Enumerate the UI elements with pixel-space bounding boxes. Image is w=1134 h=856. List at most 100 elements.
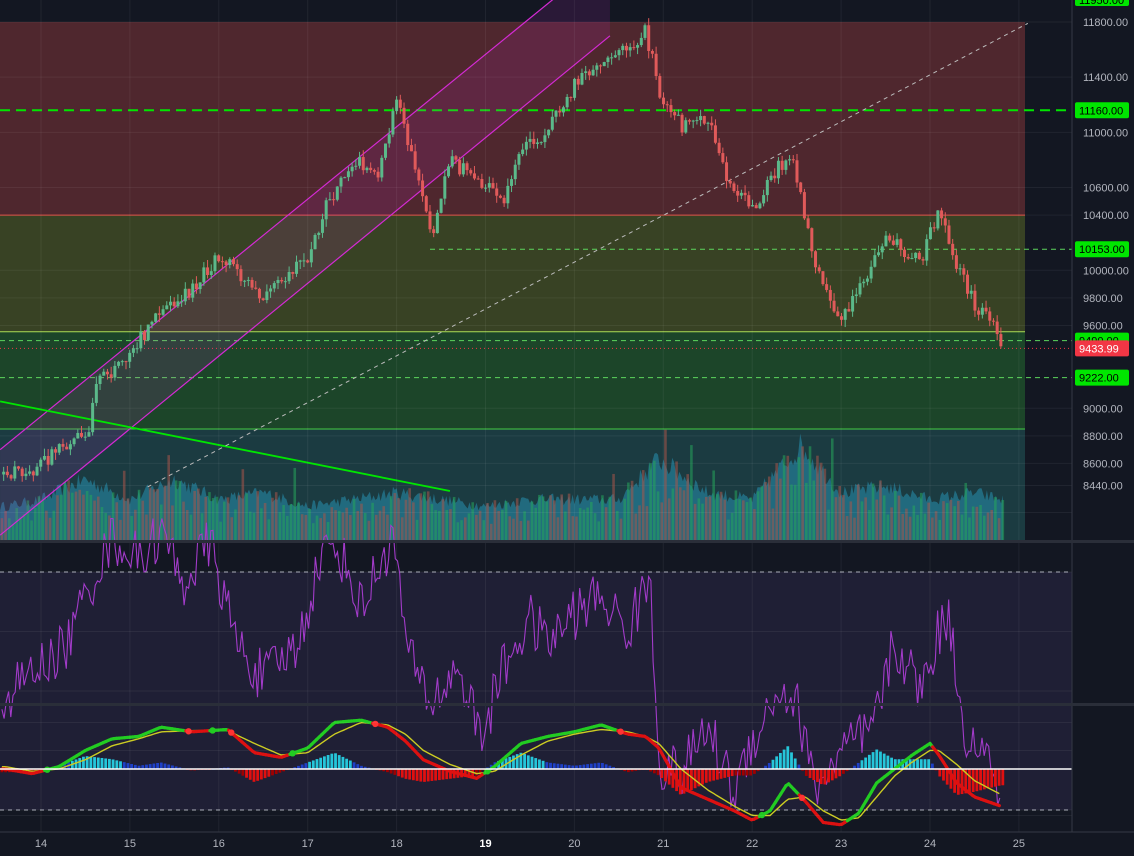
candle-body[interactable]: [340, 178, 343, 187]
candle-body[interactable]: [744, 193, 747, 195]
candle-body[interactable]: [17, 466, 20, 468]
candle-body[interactable]: [770, 176, 773, 180]
candle-body[interactable]: [440, 199, 443, 213]
candle-body[interactable]: [903, 250, 906, 257]
candle-body[interactable]: [996, 322, 999, 335]
candle-body[interactable]: [373, 170, 376, 172]
candle-body[interactable]: [599, 65, 602, 66]
candle-body[interactable]: [299, 260, 302, 261]
price-pane[interactable]: [0, 0, 1072, 540]
candle-body[interactable]: [310, 249, 313, 262]
candle-body[interactable]: [766, 180, 769, 195]
candle-body[interactable]: [584, 71, 587, 73]
candle-body[interactable]: [784, 160, 787, 169]
candle-body[interactable]: [243, 281, 246, 282]
candle-body[interactable]: [284, 281, 287, 282]
candle-body[interactable]: [981, 308, 984, 315]
candle-body[interactable]: [106, 372, 109, 375]
candle-body[interactable]: [547, 130, 550, 136]
candle-body[interactable]: [740, 193, 743, 196]
candle-body[interactable]: [977, 311, 980, 315]
candle-body[interactable]: [729, 181, 732, 184]
candle-body[interactable]: [640, 38, 643, 45]
candle-body[interactable]: [347, 171, 350, 177]
candle-body[interactable]: [569, 97, 572, 98]
candle-body[interactable]: [165, 305, 168, 309]
candle-body[interactable]: [973, 291, 976, 311]
candle-body[interactable]: [236, 264, 239, 269]
candle-body[interactable]: [358, 157, 361, 166]
candle-body[interactable]: [877, 252, 880, 255]
candle-body[interactable]: [458, 160, 461, 175]
candle-body[interactable]: [592, 70, 595, 76]
candle-body[interactable]: [540, 142, 543, 143]
candle-body[interactable]: [354, 166, 357, 167]
candle-body[interactable]: [618, 50, 621, 55]
candle-body[interactable]: [47, 456, 50, 465]
candle-body[interactable]: [488, 183, 491, 188]
candle-body[interactable]: [944, 218, 947, 225]
candle-body[interactable]: [836, 311, 839, 316]
candle-body[interactable]: [517, 154, 520, 165]
candle-body[interactable]: [777, 161, 780, 179]
candle-body[interactable]: [699, 116, 702, 120]
candle-body[interactable]: [684, 120, 687, 132]
macd-cross-dot[interactable]: [799, 795, 805, 801]
candle-body[interactable]: [881, 246, 884, 252]
candle-body[interactable]: [655, 54, 658, 76]
candle-body[interactable]: [999, 334, 1002, 346]
candle-body[interactable]: [810, 228, 813, 251]
candle-body[interactable]: [302, 260, 305, 261]
candle-body[interactable]: [10, 475, 13, 478]
candle-body[interactable]: [406, 124, 409, 145]
candle-body[interactable]: [736, 191, 739, 196]
candle-body[interactable]: [262, 298, 265, 300]
candle-body[interactable]: [328, 199, 331, 200]
candle-body[interactable]: [132, 348, 135, 353]
candle-body[interactable]: [922, 259, 925, 260]
candle-body[interactable]: [866, 279, 869, 282]
candle-body[interactable]: [258, 289, 261, 299]
candle-body[interactable]: [432, 229, 435, 233]
candle-body[interactable]: [621, 46, 624, 50]
candle-body[interactable]: [265, 291, 268, 300]
candle-body[interactable]: [13, 466, 16, 478]
candle-body[interactable]: [69, 444, 72, 449]
candle-body[interactable]: [150, 322, 153, 325]
candle-body[interactable]: [862, 282, 865, 283]
candle-body[interactable]: [176, 301, 179, 306]
candle-body[interactable]: [280, 280, 283, 281]
candle-body[interactable]: [295, 262, 298, 274]
candle-body[interactable]: [781, 161, 784, 170]
candle-body[interactable]: [625, 46, 628, 51]
candle-body[interactable]: [521, 150, 524, 154]
candle-body[interactable]: [21, 469, 24, 476]
candle-body[interactable]: [888, 236, 891, 241]
macd-cross-dot[interactable]: [209, 727, 215, 733]
candle-body[interactable]: [428, 211, 431, 229]
candle-body[interactable]: [113, 366, 116, 378]
candle-body[interactable]: [718, 143, 721, 153]
candle-body[interactable]: [844, 309, 847, 320]
candle-body[interactable]: [65, 447, 68, 450]
candle-body[interactable]: [228, 259, 231, 265]
candle-body[interactable]: [747, 195, 750, 206]
candle-body[interactable]: [410, 145, 413, 151]
candle-body[interactable]: [970, 291, 973, 294]
candle-body[interactable]: [84, 437, 87, 438]
candle-body[interactable]: [388, 135, 391, 144]
candle-body[interactable]: [529, 139, 532, 142]
candle-body[interactable]: [788, 159, 791, 160]
candle-body[interactable]: [492, 183, 495, 188]
candle-body[interactable]: [403, 108, 406, 124]
candle-body[interactable]: [80, 433, 83, 437]
candle-body[interactable]: [985, 308, 988, 312]
candle-body[interactable]: [43, 456, 46, 460]
candle-body[interactable]: [829, 290, 832, 301]
candle-body[interactable]: [6, 472, 9, 475]
candle-body[interactable]: [833, 301, 836, 312]
candle-body[interactable]: [703, 116, 706, 124]
candle-body[interactable]: [199, 282, 202, 289]
candle-body[interactable]: [825, 284, 828, 290]
